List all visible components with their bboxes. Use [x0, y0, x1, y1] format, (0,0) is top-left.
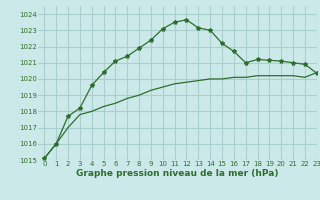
X-axis label: Graphe pression niveau de la mer (hPa): Graphe pression niveau de la mer (hPa) — [76, 169, 279, 178]
